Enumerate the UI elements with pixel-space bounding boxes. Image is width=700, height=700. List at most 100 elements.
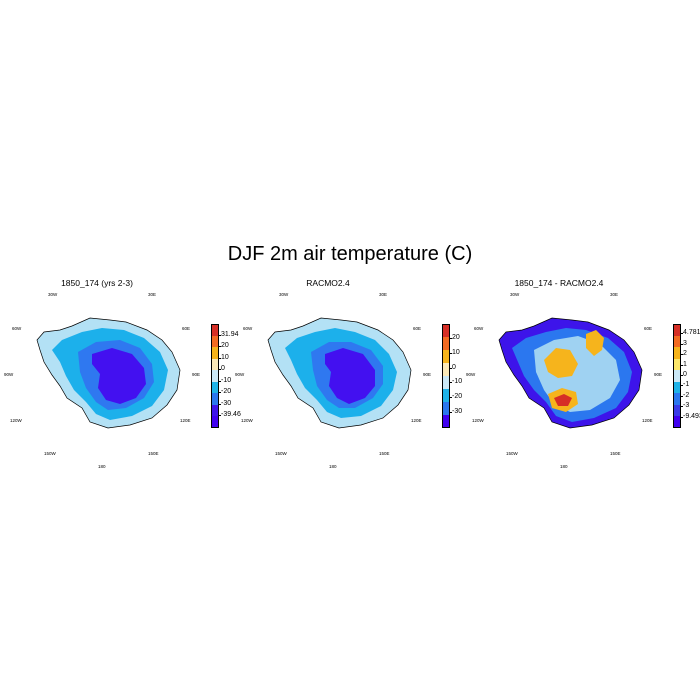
colorbar-swatch	[673, 416, 681, 428]
figure-title: DJF 2m air temperature (C)	[227, 243, 473, 265]
coastline	[267, 317, 412, 429]
lon-label: 30W	[510, 292, 520, 297]
colorbar-tick-label: 0	[680, 371, 687, 378]
lon-label: 120E	[180, 418, 191, 423]
colorbar	[211, 324, 219, 428]
colorbar	[673, 324, 681, 428]
colorbar-swatch	[673, 358, 681, 371]
map-plateau-core	[544, 348, 578, 378]
colorbar-swatch	[211, 347, 219, 359]
colorbar-swatch	[673, 404, 681, 417]
panel-racmo: RACMO2.4 30W 30E 60W 60E 90W 90E 120W 12…	[235, 278, 468, 469]
map-plateau-core	[92, 348, 146, 404]
colorbar-swatch	[442, 415, 450, 428]
lon-label: 120E	[642, 418, 653, 423]
lon-label: 60W	[243, 326, 253, 331]
antarctica-map	[267, 317, 412, 429]
colorbar-swatch	[211, 335, 219, 348]
colorbar-tick-label: 3	[680, 339, 687, 347]
colorbar-tick-label: 10	[449, 348, 460, 356]
lon-label: 120W	[241, 418, 253, 423]
lon-label: 150W	[506, 451, 518, 456]
colorbar-tick-label: -30	[448, 408, 463, 416]
colorbar-swatch	[211, 404, 219, 417]
lon-label: 60E	[644, 326, 653, 331]
lon-label: 150W	[275, 451, 287, 456]
colorbar-swatch	[211, 381, 219, 394]
lon-label: 120W	[472, 418, 484, 423]
panel-difference: 1850_174 - RACMO2.4 30W 30E 60W 60E 90W …	[466, 278, 700, 469]
antarctica-map	[498, 317, 643, 429]
antarctica-map	[36, 317, 181, 429]
lon-label: 150W	[44, 451, 56, 456]
colorbar-tick-label: -10	[217, 376, 232, 384]
lon-label: 60W	[12, 326, 22, 331]
colorbar-tick-label: -10	[448, 378, 463, 386]
lon-label: 180	[329, 464, 337, 469]
lon-label: 90E	[423, 372, 432, 377]
lon-label: 60E	[413, 326, 422, 331]
colorbar-swatch	[442, 363, 450, 376]
colorbar-swatch	[442, 324, 450, 337]
lon-label: 60W	[474, 326, 484, 331]
colorbar-tick-label: 31.94	[218, 330, 239, 338]
coastline	[498, 317, 643, 429]
map-warm-anomaly	[554, 394, 572, 406]
lon-label: 60E	[182, 326, 191, 331]
colorbar-tick-label: -39.46	[218, 411, 241, 419]
panel-title: 1850_174 - RACMO2.4	[514, 278, 604, 288]
lon-label: 120E	[411, 418, 422, 423]
colorbar-tick-label: 4.781	[680, 329, 700, 337]
colorbar-swatch	[442, 389, 450, 402]
colorbar-tick-label: 0	[218, 365, 225, 373]
panel-title: 1850_174 (yrs 2-3)	[61, 278, 133, 288]
lon-label: 30E	[379, 292, 388, 297]
colorbar-swatch	[673, 381, 681, 394]
colorbar-tick-label: -1	[679, 381, 690, 389]
colorbar	[442, 324, 450, 428]
lon-label: 30E	[148, 292, 157, 297]
lon-label: 90W	[466, 372, 476, 377]
colorbar-swatch	[211, 416, 219, 428]
lon-label: 90E	[192, 372, 201, 377]
lon-label: 90W	[235, 372, 245, 377]
colorbar-tick-label: 20	[218, 342, 229, 350]
lon-label: 180	[560, 464, 568, 469]
colorbar-tick-label: -20	[217, 388, 232, 396]
colorbar-swatch	[211, 370, 219, 382]
lon-label: 120W	[10, 418, 22, 423]
colorbar-swatch	[211, 358, 219, 371]
colorbar-swatch	[673, 347, 681, 359]
coastline	[36, 317, 181, 429]
colorbar-tick-label: -20	[448, 393, 463, 401]
colorbar-swatch	[211, 393, 219, 405]
lon-label: 90E	[654, 372, 663, 377]
colorbar-tick-label: -3	[679, 402, 690, 410]
colorbar-tick-label: -2	[679, 391, 690, 399]
lon-label: 150E	[379, 451, 390, 456]
colorbar-swatch	[442, 350, 450, 363]
lon-label: 150E	[148, 451, 159, 456]
lon-label: 180	[98, 464, 106, 469]
colorbar-tick-label: 10	[218, 353, 229, 361]
colorbar-tick-label: 1	[680, 360, 687, 368]
colorbar-swatch	[673, 393, 681, 405]
panel-model: 1850_174 (yrs 2-3) 30W 30E 60W 60E 90W 9…	[4, 278, 241, 469]
colorbar-swatch	[673, 335, 681, 348]
colorbar-tick-label: 20	[449, 333, 460, 341]
lon-label: 30W	[279, 292, 289, 297]
colorbar-tick-label: 2	[680, 350, 687, 358]
colorbar-swatch	[442, 337, 450, 350]
lon-label: 150E	[610, 451, 621, 456]
map-plateau-core	[586, 330, 604, 356]
colorbar-swatch	[673, 324, 681, 336]
colorbar-swatch	[442, 402, 450, 415]
colorbar-tick-label: -30	[217, 399, 232, 407]
lon-label: 90W	[4, 372, 14, 377]
lon-label: 30E	[610, 292, 619, 297]
map-plateau-core	[325, 348, 375, 404]
colorbar-tick-label: 0	[449, 363, 456, 371]
panel-title: RACMO2.4	[306, 278, 350, 288]
lon-label: 30W	[48, 292, 58, 297]
colorbar-tick-label: -9.493	[680, 413, 700, 420]
